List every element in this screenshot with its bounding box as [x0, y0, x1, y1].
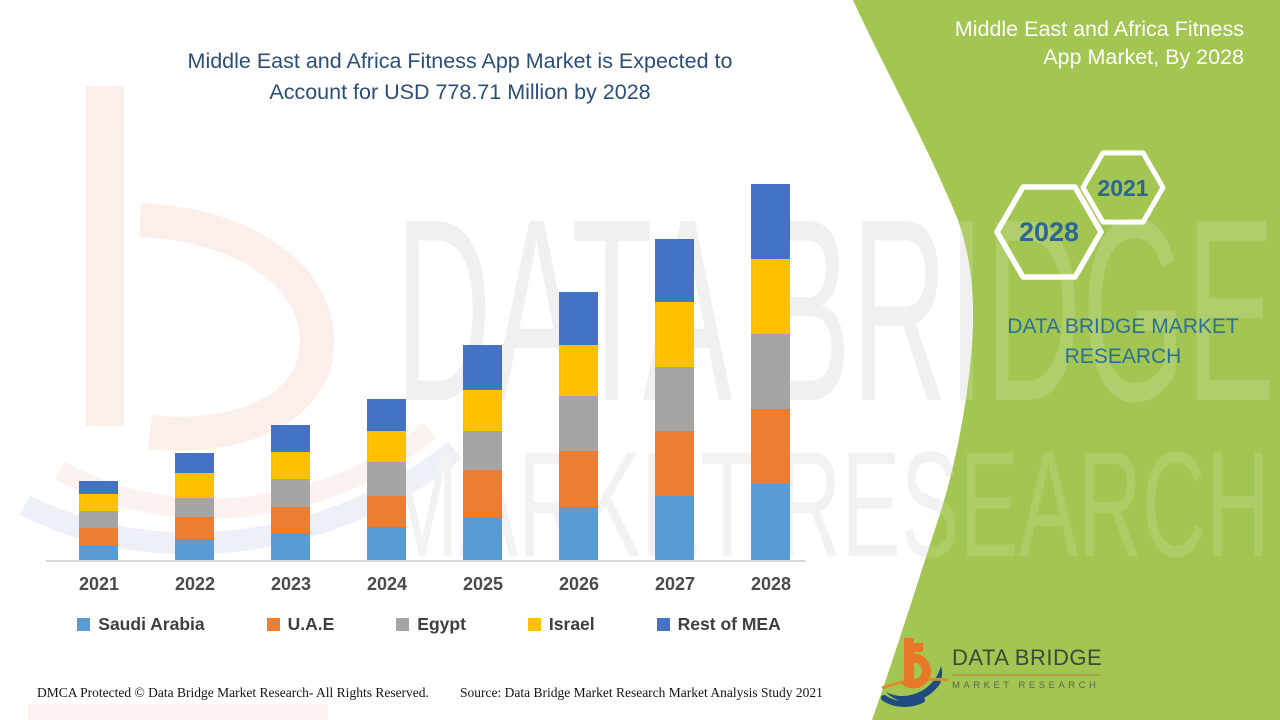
bar-segment-egypt: [751, 334, 790, 409]
bar-segment-israel: [271, 451, 310, 479]
bar-segment-saudi-arabia: [79, 545, 118, 560]
bar-segment-rest-of-mea: [367, 399, 406, 432]
legend-label: Israel: [548, 614, 595, 634]
dbmr-logo-text: DATA BRIDGE MARKET RESEARCH: [952, 645, 1122, 691]
hexagon-2021-year: 2021: [1097, 175, 1149, 201]
legend-swatch: [396, 618, 410, 631]
bar-segment-israel: [367, 431, 406, 463]
bar-segment-saudi-arabia: [463, 517, 502, 560]
bar-2028: [751, 184, 790, 560]
bar-segment-saudi-arabia: [559, 506, 598, 560]
dbmr-logo-underline: [952, 674, 1100, 676]
bar-segment-rest-of-mea: [79, 481, 118, 495]
legend-item-u-a-e: U.A.E: [266, 614, 335, 635]
x-axis-line: [46, 560, 806, 562]
bar-2027: [655, 239, 694, 560]
side-panel-title-line1: Middle East and Africa Fitness: [954, 17, 1244, 41]
legend-item-egypt: Egypt: [396, 614, 466, 635]
side-panel-title-line2: App Market, By 2028: [1043, 45, 1244, 69]
legend: Saudi Arabia U.A.E Egypt Israel Rest of MEA: [55, 614, 803, 635]
bar-segment-u-a-e: [79, 528, 118, 545]
x-axis-label: 2023: [270, 574, 312, 594]
bar-segment-rest-of-mea: [463, 345, 502, 391]
legend-label: Saudi Arabia: [98, 614, 205, 634]
dbmr-logo-name: DATA BRIDGE: [952, 645, 1103, 670]
bar-segment-egypt: [463, 431, 502, 471]
hexagon-2021-outline: [1080, 150, 1166, 225]
brand-text-line2: RESEARCH: [1064, 345, 1182, 368]
bar-segment-u-a-e: [559, 450, 598, 507]
brand-text-line1: DATA BRIDGE MARKET: [1007, 315, 1239, 338]
bar-segment-rest-of-mea: [751, 184, 790, 259]
bar-segment-israel: [559, 345, 598, 396]
footer-source: Source: Data Bridge Market Research Mark…: [460, 685, 823, 700]
bar-segment-egypt: [367, 462, 406, 497]
bar-segment-saudi-arabia: [175, 539, 214, 560]
legend-label: Egypt: [417, 614, 466, 634]
x-axis-label: 2025: [462, 574, 504, 594]
hexagon-2028-year: 2028: [1018, 217, 1080, 247]
x-axis-label: 2024: [366, 574, 408, 594]
bar-segment-egypt: [655, 367, 694, 432]
bar-segment-israel: [463, 390, 502, 432]
bar-2022: [175, 452, 214, 560]
bar-segment-u-a-e: [655, 431, 694, 496]
bar-segment-u-a-e: [463, 470, 502, 517]
bar-segment-israel: [655, 302, 694, 368]
bar-segment-rest-of-mea: [559, 291, 598, 346]
legend-swatch: [527, 618, 541, 631]
bar-segment-rest-of-mea: [175, 452, 214, 473]
bar-segment-rest-of-mea: [655, 239, 694, 303]
chart-title-line1: Middle East and Africa Fitness App Marke…: [187, 49, 733, 73]
bar-2024: [367, 399, 406, 560]
chart-title-line2: Account for USD 778.71 Million by 2028: [269, 80, 651, 104]
chart-title: Middle East and Africa Fitness App Marke…: [110, 46, 810, 108]
hexagon-2028-outline: [994, 184, 1104, 280]
brand-text: DATA BRIDGE MARKET RESEARCH: [973, 312, 1273, 372]
legend-item-saudi-arabia: Saudi Arabia: [77, 614, 205, 635]
bar-segment-u-a-e: [175, 517, 214, 539]
bar-2023: [271, 424, 310, 560]
x-axis-label: 2028: [750, 574, 792, 594]
bar-segment-egypt: [559, 395, 598, 451]
footer-dmca: DMCA Protected © Data Bridge Market Rese…: [37, 685, 429, 700]
x-axis-labels: 2021 2022 2023 2024 2025 2026 2027 2028: [55, 574, 803, 598]
bar-2026: [559, 291, 598, 560]
bar-segment-saudi-arabia: [271, 533, 310, 560]
side-panel-title: Middle East and Africa Fitness App Marke…: [824, 15, 1244, 71]
bar-segment-rest-of-mea: [271, 424, 310, 452]
bar-segment-saudi-arabia: [655, 496, 694, 560]
x-axis-label: 2022: [174, 574, 216, 594]
green-side-panel: [853, 0, 1280, 720]
dbmr-logo-subtitle: MARKET RESEARCH: [952, 680, 1100, 691]
bar-2021: [79, 481, 118, 560]
bar-segment-israel: [175, 472, 214, 498]
x-axis-label: 2027: [654, 574, 696, 594]
dbmr-logo-icon: [881, 638, 949, 707]
legend-label: Rest of MEA: [677, 614, 781, 634]
bar-segment-u-a-e: [271, 506, 310, 533]
x-axis-label: 2026: [558, 574, 600, 594]
legend-swatch: [656, 618, 670, 631]
bar-segment-saudi-arabia: [367, 527, 406, 560]
bar-segment-saudi-arabia: [751, 484, 790, 560]
bar-segment-israel: [751, 259, 790, 334]
legend-swatch: [266, 618, 280, 631]
legend-swatch: [77, 618, 91, 631]
bar-segment-egypt: [79, 511, 118, 529]
bar-segment-u-a-e: [367, 496, 406, 528]
bar-segment-egypt: [271, 478, 310, 507]
legend-item-rest-of-mea: Rest of MEA: [656, 614, 781, 635]
x-axis-label: 2021: [78, 574, 120, 594]
bar-segment-u-a-e: [751, 409, 790, 484]
legend-label: U.A.E: [287, 614, 335, 634]
bar-2025: [463, 345, 502, 560]
plot-area: [55, 184, 803, 560]
bar-segment-egypt: [175, 497, 214, 517]
legend-item-israel: Israel: [527, 614, 595, 635]
bar-segment-israel: [79, 494, 118, 512]
